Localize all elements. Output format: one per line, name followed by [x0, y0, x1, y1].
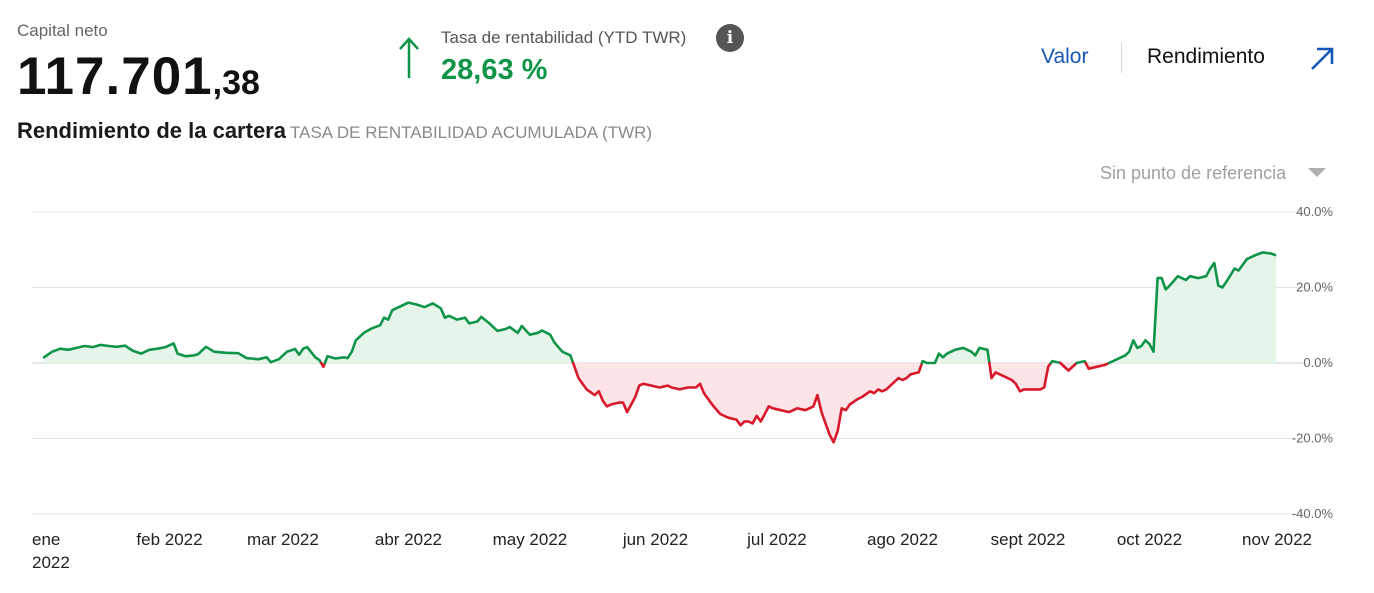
performance-chart: 40.0% 20.0% 0.0% -20.0% -40.0% ene 2022 feb 20…: [32, 204, 1334, 572]
x-tick-label: nov 2022: [1242, 530, 1312, 549]
area-positive: [1109, 252, 1275, 363]
y-tick-label: 20.0%: [1296, 280, 1333, 295]
benchmark-label: Sin punto de referencia: [1100, 163, 1287, 183]
y-tick-label: 40.0%: [1296, 204, 1333, 219]
section-title-text: Rendimiento de la cartera: [17, 118, 286, 143]
expand-arrow-icon[interactable]: [1308, 45, 1336, 73]
series-line-positive: [1049, 359, 1062, 365]
capital-neto-value: 117.701,38: [17, 44, 260, 116]
caret-down-icon: [1308, 167, 1327, 177]
area-positive: [922, 347, 990, 363]
series-line-positive: [1107, 251, 1277, 365]
chart-line: [42, 251, 1277, 444]
x-tick-label: oct 2022: [1117, 530, 1182, 549]
series-line-negative: [571, 361, 924, 444]
tab-rendimiento[interactable]: Rendimiento: [1147, 45, 1265, 68]
series-line-positive: [920, 346, 991, 365]
x-axis: ene 2022 feb 2022 mar 2022 abr 2022 may 2022 j…: [32, 530, 1312, 572]
series-line-negative: [1059, 361, 1078, 372]
series-line-positive: [1075, 359, 1087, 365]
series-line-positive: [42, 342, 323, 365]
series-line-negative: [319, 361, 327, 369]
y-tick-label: -20.0%: [1292, 431, 1334, 446]
y-axis: 40.0% 20.0% 0.0% -20.0% -40.0%: [1292, 204, 1334, 521]
twr-label: Tasa de rentabilidad (YTD TWR): [441, 28, 687, 47]
series-line-negative: [1084, 361, 1111, 370]
x-tick-label: may 2022: [493, 530, 568, 549]
series-line-negative: [988, 361, 1053, 393]
section-subtitle: TASA DE RENTABILIDAD ACUMULADA (TWR): [289, 123, 653, 142]
x-tick-label: mar 2022: [247, 530, 319, 549]
x-tick-label: feb 2022: [136, 530, 202, 549]
y-tick-label: 0.0%: [1303, 355, 1333, 370]
benchmark-dropdown[interactable]: Sin punto de referencia: [1100, 163, 1327, 184]
x-tick-label: abr 2022: [375, 530, 442, 549]
section-title: Rendimiento de la cartera TASA DE RENTABI…: [17, 118, 652, 144]
capital-neto-decimals: ,38: [212, 64, 260, 102]
x-tick-label: jun 2022: [622, 530, 688, 549]
x-tick-label-year: 2022: [32, 553, 70, 572]
area-negative: [989, 363, 1051, 392]
x-tick-label: sept 2022: [991, 530, 1066, 549]
tab-divider: [1121, 43, 1122, 73]
twr-value: 28,63 %: [441, 54, 548, 86]
x-tick-label: ago 2022: [867, 530, 938, 549]
tab-valor[interactable]: Valor: [1041, 45, 1089, 68]
capital-neto-integer: 117.701: [17, 47, 213, 106]
series-line-positive: [323, 301, 575, 365]
x-tick-label: ene: [32, 530, 60, 549]
arrow-up-icon: [399, 37, 419, 78]
y-tick-label: -40.0%: [1292, 506, 1334, 521]
x-tick-label: jul 2022: [746, 530, 807, 549]
area-positive: [44, 343, 322, 363]
area-negative: [1060, 363, 1077, 371]
info-icon[interactable]: i: [716, 24, 744, 52]
area-positive: [324, 302, 574, 363]
area-negative: [573, 363, 922, 443]
capital-neto-label: Capital neto: [17, 21, 108, 40]
chart-area: [44, 252, 1276, 443]
